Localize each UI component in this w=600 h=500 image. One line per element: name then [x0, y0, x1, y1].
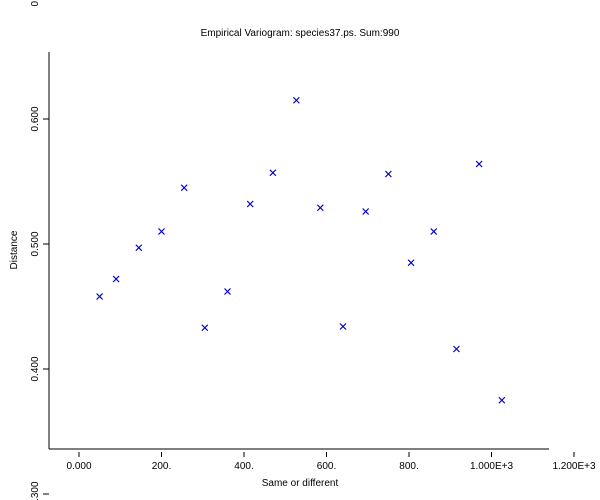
- data-point: [96, 293, 104, 300]
- data-point: [384, 170, 392, 178]
- x-tick-label: 800.: [399, 461, 418, 472]
- data-points: [96, 96, 506, 404]
- x-tick-label: 1.000E+3: [470, 461, 514, 472]
- x-tick-label: 600.: [317, 461, 336, 472]
- y-axis-label: Distance: [9, 230, 20, 269]
- data-point: [498, 396, 506, 404]
- x-ticks: 0.000 200. 400. 600. 800. 1.000E+3 1.200E+3: [66, 452, 596, 472]
- data-point: [158, 228, 165, 235]
- data-point: [269, 169, 277, 177]
- y-tick-label: 0.500: [30, 231, 41, 256]
- y-tick-label: 0.400: [30, 356, 41, 381]
- axes: [48, 52, 549, 450]
- x-tick-label: 400.: [234, 461, 253, 472]
- y-tick-label: 0.300: [30, 481, 41, 500]
- data-point: [316, 204, 324, 212]
- data-point: [246, 200, 254, 208]
- chart-title: Empirical Variogram: species37.ps. Sum:9…: [201, 28, 400, 39]
- data-point: [407, 259, 415, 267]
- data-point: [475, 160, 483, 168]
- data-point: [292, 96, 300, 104]
- x-tick-label: 200.: [152, 461, 171, 472]
- data-point: [180, 184, 188, 192]
- data-point: [430, 228, 438, 235]
- data-point: [201, 324, 209, 332]
- x-axis-label: Same or different: [262, 478, 339, 489]
- x-tick-label: 0.000: [66, 461, 91, 472]
- y-tick-label: 0.700: [30, 0, 41, 7]
- data-point: [339, 323, 347, 330]
- data-point: [112, 275, 120, 283]
- data-point: [135, 244, 143, 252]
- data-point: [362, 208, 370, 215]
- data-point: [453, 345, 460, 353]
- data-point: [224, 288, 231, 295]
- y-ticks: 0.300 0.400 0.500 0.600 0.700: [30, 0, 49, 500]
- x-tick-label: 1.200E+3: [552, 461, 596, 472]
- y-tick-label: 0.600: [30, 106, 41, 131]
